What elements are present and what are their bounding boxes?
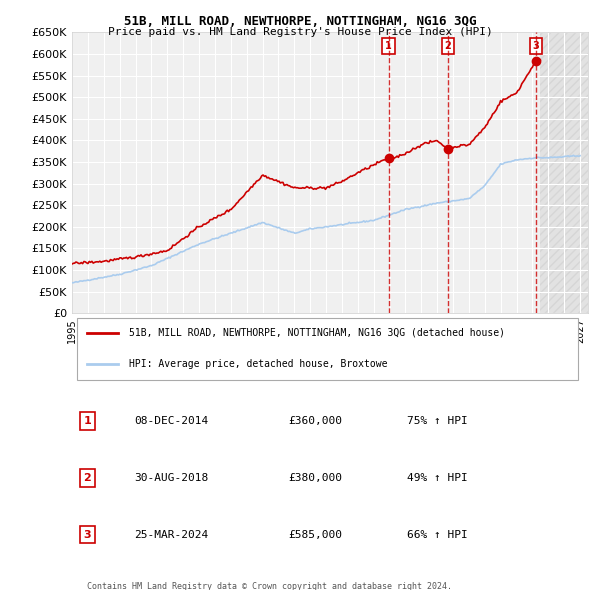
Text: 1: 1 xyxy=(385,41,392,51)
Text: HPI: Average price, detached house, Broxtowe: HPI: Average price, detached house, Brox… xyxy=(129,359,387,369)
Text: £585,000: £585,000 xyxy=(289,529,343,539)
Text: 3: 3 xyxy=(83,529,91,539)
Text: Contains HM Land Registry data © Crown copyright and database right 2024.: Contains HM Land Registry data © Crown c… xyxy=(88,582,452,590)
Text: 30-AUG-2018: 30-AUG-2018 xyxy=(134,473,208,483)
Text: 25-MAR-2024: 25-MAR-2024 xyxy=(134,529,208,539)
Text: 51B, MILL ROAD, NEWTHORPE, NOTTINGHAM, NG16 3QG (detached house): 51B, MILL ROAD, NEWTHORPE, NOTTINGHAM, N… xyxy=(129,328,505,338)
Text: 75% ↑ HPI: 75% ↑ HPI xyxy=(407,416,468,426)
Text: 08-DEC-2014: 08-DEC-2014 xyxy=(134,416,208,426)
Text: £380,000: £380,000 xyxy=(289,473,343,483)
Text: 3: 3 xyxy=(533,41,539,51)
Text: £360,000: £360,000 xyxy=(289,416,343,426)
Text: 2: 2 xyxy=(445,41,451,51)
Text: 2: 2 xyxy=(83,473,91,483)
Text: Price paid vs. HM Land Registry's House Price Index (HPI): Price paid vs. HM Land Registry's House … xyxy=(107,27,493,37)
Text: 51B, MILL ROAD, NEWTHORPE, NOTTINGHAM, NG16 3QG: 51B, MILL ROAD, NEWTHORPE, NOTTINGHAM, N… xyxy=(124,15,476,28)
Text: 49% ↑ HPI: 49% ↑ HPI xyxy=(407,473,468,483)
FancyBboxPatch shape xyxy=(77,318,578,380)
Text: 66% ↑ HPI: 66% ↑ HPI xyxy=(407,529,468,539)
Text: 1: 1 xyxy=(83,416,91,426)
